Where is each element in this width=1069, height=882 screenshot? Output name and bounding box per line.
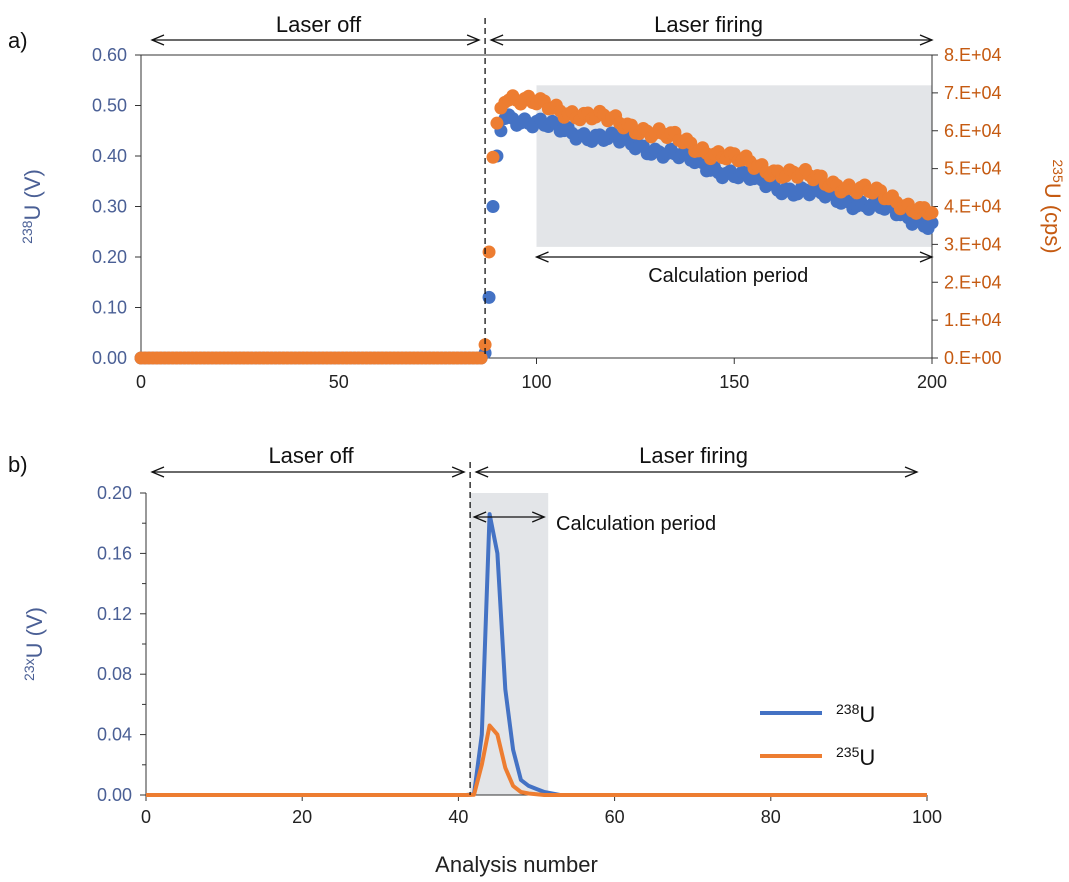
- panel-a-laser-off-arrow-head-right: [466, 34, 481, 46]
- panel-b-x-tick-label: 80: [761, 807, 781, 827]
- panel-a-right-tick-label: 2.E+04: [944, 272, 1002, 292]
- panel-a-left-tick-label: 0.60: [92, 45, 127, 65]
- panel-a-left-tick-labels: 0.00 0.10 0.20 0.30 0.40 0.50 0.60: [92, 45, 127, 368]
- panel-a-annotation-arrows: [150, 34, 934, 263]
- panel-b-calc-arrow-head-right: [531, 511, 546, 523]
- panel-a-left-tick-label: 0.30: [92, 197, 127, 217]
- panel-a-right-tick-label: 0.E+00: [944, 348, 1002, 368]
- panel-b-y-tick-label: 0.04: [97, 725, 132, 745]
- panel-a-x-tick-label: 0: [136, 372, 146, 392]
- panel-a-label: a): [8, 28, 28, 53]
- panel-a-calculation-period-label: Calculation period: [648, 265, 808, 287]
- panel-a-left-tick-label: 0.10: [92, 298, 127, 318]
- panel-a-right-tick-label: 3.E+04: [944, 234, 1002, 254]
- panel-a-x-tick-label: 200: [917, 372, 947, 392]
- panel-a-laser-off-label: Laser off: [276, 12, 362, 37]
- panel-a-right-tick-label: 5.E+04: [944, 159, 1002, 179]
- panel-b-laser-off-arrow-head-left: [150, 466, 165, 478]
- panel-a-laser-firing-label: Laser firing: [654, 12, 763, 37]
- panel-a-laser-off-arrow-head-left: [150, 34, 165, 46]
- panel-b-laser-firing-label: Laser firing: [639, 443, 748, 468]
- panel-b-y-tick-labels: 0.00 0.04 0.08 0.12 0.16 0.20: [97, 483, 132, 805]
- panel-a: a) 0.00 0.10 0.20 0.30 0.40 0.50 0.60 0.E+00 1.…: [8, 12, 1066, 392]
- panel-b-y-axis-title-sup: 23x: [21, 658, 37, 681]
- legend-235-label: 235U: [836, 744, 875, 770]
- panel-a-point-238: [486, 200, 500, 213]
- panel-a-point-238: [482, 290, 496, 304]
- panel-b-x-tick-label: 100: [912, 807, 942, 827]
- legend-238-label: 238U: [836, 701, 875, 727]
- panel-a-x-tick-label: 50: [329, 372, 349, 392]
- panel-a-right-tick-label: 4.E+04: [944, 197, 1002, 217]
- panel-a-left-axis-title: 238U (V): [19, 169, 45, 244]
- panel-b-y-tick-label: 0.08: [97, 664, 132, 684]
- panel-b-x-tick-label: 40: [448, 807, 468, 827]
- panel-a-x-tick-label: 150: [719, 372, 749, 392]
- panel-a-point-235: [925, 206, 939, 220]
- panel-a-right-tick-label: 1.E+04: [944, 310, 1002, 330]
- panel-a-calc-arrow-head-right: [919, 251, 934, 263]
- panel-b-x-tick-label: 20: [292, 807, 312, 827]
- panel-b-calculation-period-label: Calculation period: [556, 513, 716, 535]
- panel-b-y-tick-label: 0.20: [97, 483, 132, 503]
- panel-b-x-tick-label: 0: [141, 807, 151, 827]
- panel-b-y-axis-title: 23xU (V): [21, 607, 47, 681]
- panel-a-right-tick-labels: 0.E+00 1.E+04 2.E+04 3.E+04 4.E+04 5.E+04 6.E+…: [944, 45, 1002, 368]
- panel-a-x-tick-label: 100: [521, 372, 551, 392]
- panel-b-laser-firing-arrow-head-right: [904, 466, 919, 478]
- panel-a-right-axis-title-main: U (cps): [1040, 183, 1065, 254]
- panel-b-x-axis-title: Analysis number: [435, 852, 598, 877]
- panel-b-x-tick-label: 60: [605, 807, 625, 827]
- panel-a-right-tick-label: 8.E+04: [944, 45, 1002, 65]
- panel-a-laser-firing-arrow-head-left: [489, 34, 504, 46]
- panel-a-left-axis-title-main: U (V): [20, 169, 45, 220]
- panel-a-laser-firing-arrow-head-right: [919, 34, 934, 46]
- panel-b-y-tick-label: 0.16: [97, 543, 132, 563]
- panel-b-series-lines: [146, 512, 927, 797]
- panel-a-point-235: [474, 351, 488, 365]
- panel-b-line-235: [146, 723, 927, 797]
- panel-a-left-axis-title-sup: 238: [19, 220, 35, 244]
- panel-b-annotation-arrows: [150, 466, 919, 523]
- panel-b-y-tick-label: 0.12: [97, 604, 132, 624]
- panel-a-calc-arrow-head-left: [534, 251, 549, 263]
- panel-a-left-tick-label: 0.00: [92, 348, 127, 368]
- panel-a-point-235: [478, 338, 492, 352]
- panel-a-point-235: [482, 245, 496, 259]
- panel-b-legend: 238U 235U: [760, 701, 875, 770]
- panel-b-y-axis-title-main: U (V): [22, 607, 47, 658]
- panel-a-point-235: [486, 150, 500, 164]
- panel-a-left-tick-label: 0.40: [92, 146, 127, 166]
- panel-b-laser-off-label: Laser off: [268, 443, 354, 468]
- panel-a-right-axis-title-sup: 235: [1050, 159, 1066, 183]
- panel-a-right-axis-title: 235U (cps): [1040, 159, 1066, 253]
- panel-a-point-235: [490, 116, 504, 130]
- panel-a-x-tick-labels: 0 50 100 150 200: [136, 372, 947, 392]
- panel-b-laser-off-arrow-head-right: [451, 466, 466, 478]
- panel-a-left-tick-label: 0.50: [92, 96, 127, 116]
- panel-b-y-tick-label: 0.00: [97, 785, 132, 805]
- panel-b-label: b): [8, 452, 28, 477]
- panel-b: b) 0.00 0.04 0.08 0.12 0.16 0.20 0 20 40 60 80 100…: [8, 443, 942, 877]
- panel-a-right-tick-label: 6.E+04: [944, 121, 1002, 141]
- panel-a-left-tick-label: 0.20: [92, 247, 127, 267]
- panel-b-x-tick-labels: 0 20 40 60 80 100: [141, 807, 942, 827]
- panel-a-right-tick-label: 7.E+04: [944, 83, 1002, 103]
- panel-a-series-235: [134, 89, 939, 365]
- panel-b-laser-firing-arrow-head-left: [474, 466, 489, 478]
- panel-b-calc-arrow-head-left: [472, 511, 487, 523]
